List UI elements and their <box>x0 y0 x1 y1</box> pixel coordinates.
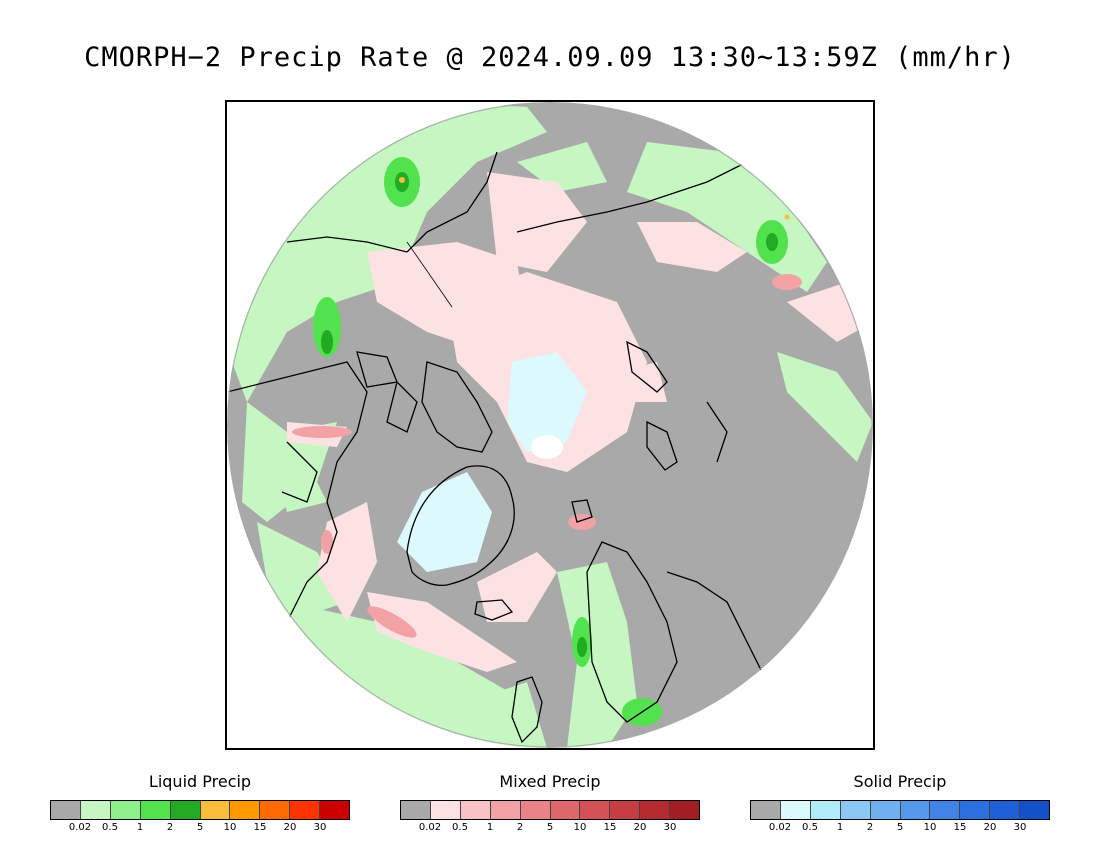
border-line <box>406 241 453 308</box>
greenland-coastline <box>406 465 515 586</box>
colorbar-tick-label: 15 <box>253 822 267 833</box>
colorbar-swatch <box>200 801 231 819</box>
colorbar-swatch <box>170 801 201 819</box>
colorbar-tick-label: 1 <box>136 822 144 833</box>
liquid-precip-intense <box>399 177 790 220</box>
colorbar-swatch <box>260 801 291 819</box>
colorbar-swatch <box>580 801 611 819</box>
colorbar-swatch <box>810 801 841 819</box>
colorbar-swatch <box>960 801 991 819</box>
north-america-coastline <box>227 361 368 663</box>
colorbar-swatch <box>80 801 111 819</box>
colorbar-tick-label: 20 <box>283 822 297 833</box>
colorbar-tick-label: 0.5 <box>102 822 118 833</box>
colorbar-swatch <box>401 801 431 819</box>
scandinavia-coastline <box>586 541 678 723</box>
map-title: CMORPH−2 Precip Rate @ 2024.09.09 13:30∼… <box>84 42 1016 73</box>
colorbar-mixed <box>400 800 700 820</box>
colorbar-tick-label: 10 <box>923 822 937 833</box>
alaska-coastline <box>406 151 498 253</box>
map-disc-edge <box>227 102 873 748</box>
precip-map <box>227 102 873 748</box>
colorbar-swatch <box>670 801 700 819</box>
colorbar-tick-label: 15 <box>603 822 617 833</box>
legend-title-mixed: Mixed Precip <box>499 772 601 791</box>
colorbar-swatch <box>290 801 321 819</box>
colorbar-tick-label: 10 <box>573 822 587 833</box>
colorbar-ticks-solid: 0.02 0.5 1 2 5 10 15 20 30 <box>750 822 1050 836</box>
legend-solid: Solid Precip 0.02 0.5 1 2 5 10 15 20 30 <box>750 772 1050 842</box>
colorbar-tick-label: 30 <box>313 822 327 833</box>
colorbar-tick-label: 10 <box>223 822 237 833</box>
colorbar-tick-label: 1 <box>836 822 844 833</box>
colorbar-solid <box>750 800 1050 820</box>
colorbar-tick-label: 5 <box>896 822 904 833</box>
colorbar-swatch <box>430 801 461 819</box>
colorbar-ticks-mixed: 0.02 0.5 1 2 5 10 15 20 30 <box>400 822 700 836</box>
colorbar-tick-label: 0.5 <box>802 822 818 833</box>
mixed-precip-moderate <box>292 274 802 638</box>
colorbar-tick-label: 15 <box>953 822 967 833</box>
canada-archipelago-coastline <box>421 361 493 453</box>
colorbar-swatch <box>140 801 171 819</box>
colorbar-ticks-liquid: 0.02 0.5 1 2 5 10 15 20 30 <box>50 822 350 836</box>
colorbar-swatch <box>320 801 350 819</box>
colorbar-tick-label: 5 <box>546 822 554 833</box>
colorbar-swatch <box>900 801 931 819</box>
legend-title-solid: Solid Precip <box>853 772 947 791</box>
colorbar-swatch <box>51 801 81 819</box>
map-panel[interactable] <box>225 100 875 750</box>
colorbar-swatch <box>840 801 871 819</box>
colorbar-swatch <box>1020 801 1050 819</box>
colorbar-swatch <box>550 801 581 819</box>
colorbar-tick-label: 2 <box>866 822 874 833</box>
legend-title-liquid: Liquid Precip <box>148 772 252 791</box>
colorbar-tick-label: 0.02 <box>768 822 792 833</box>
colorbar-swatch <box>520 801 551 819</box>
colorbar-swatch <box>230 801 261 819</box>
colorbar-tick-label: 20 <box>633 822 647 833</box>
colorbar-swatch <box>930 801 961 819</box>
colorbar-tick-label: 0.02 <box>68 822 92 833</box>
colorbar-swatch <box>751 801 781 819</box>
colorbar-tick-label: 30 <box>663 822 677 833</box>
liquid-precip-heavy <box>321 172 778 657</box>
colorbar-swatch <box>110 801 141 819</box>
colorbar-tick-label: 2 <box>166 822 174 833</box>
colorbar-swatch <box>490 801 521 819</box>
colorbar-tick-label: 2 <box>516 822 524 833</box>
legend-mixed: Mixed Precip 0.02 0.5 1 2 5 10 15 20 30 <box>400 772 700 842</box>
colorbar-swatch <box>640 801 671 819</box>
colorbar-swatch <box>990 801 1021 819</box>
legend-liquid: Liquid Precip 0.02 0.5 1 2 5 10 15 20 30 <box>50 772 350 842</box>
colorbar-tick-label: 5 <box>196 822 204 833</box>
colorbar-swatch <box>780 801 811 819</box>
colorbar-liquid <box>50 800 350 820</box>
colorbar-swatch <box>460 801 491 819</box>
colorbar-tick-label: 20 <box>983 822 997 833</box>
british-isles-coastline <box>511 676 543 744</box>
solid-precip-regions <box>397 352 587 572</box>
colorbar-tick-label: 30 <box>1013 822 1027 833</box>
solid-precip-core <box>531 435 563 459</box>
siberia-coastline <box>516 161 748 233</box>
iceland-coastline <box>474 599 514 621</box>
colorbar-tick-label: 1 <box>486 822 494 833</box>
colorbar-tick-label: 0.02 <box>418 822 442 833</box>
colorbar-swatch <box>870 801 901 819</box>
colorbar-tick-label: 0.5 <box>452 822 468 833</box>
colorbar-swatch <box>610 801 641 819</box>
